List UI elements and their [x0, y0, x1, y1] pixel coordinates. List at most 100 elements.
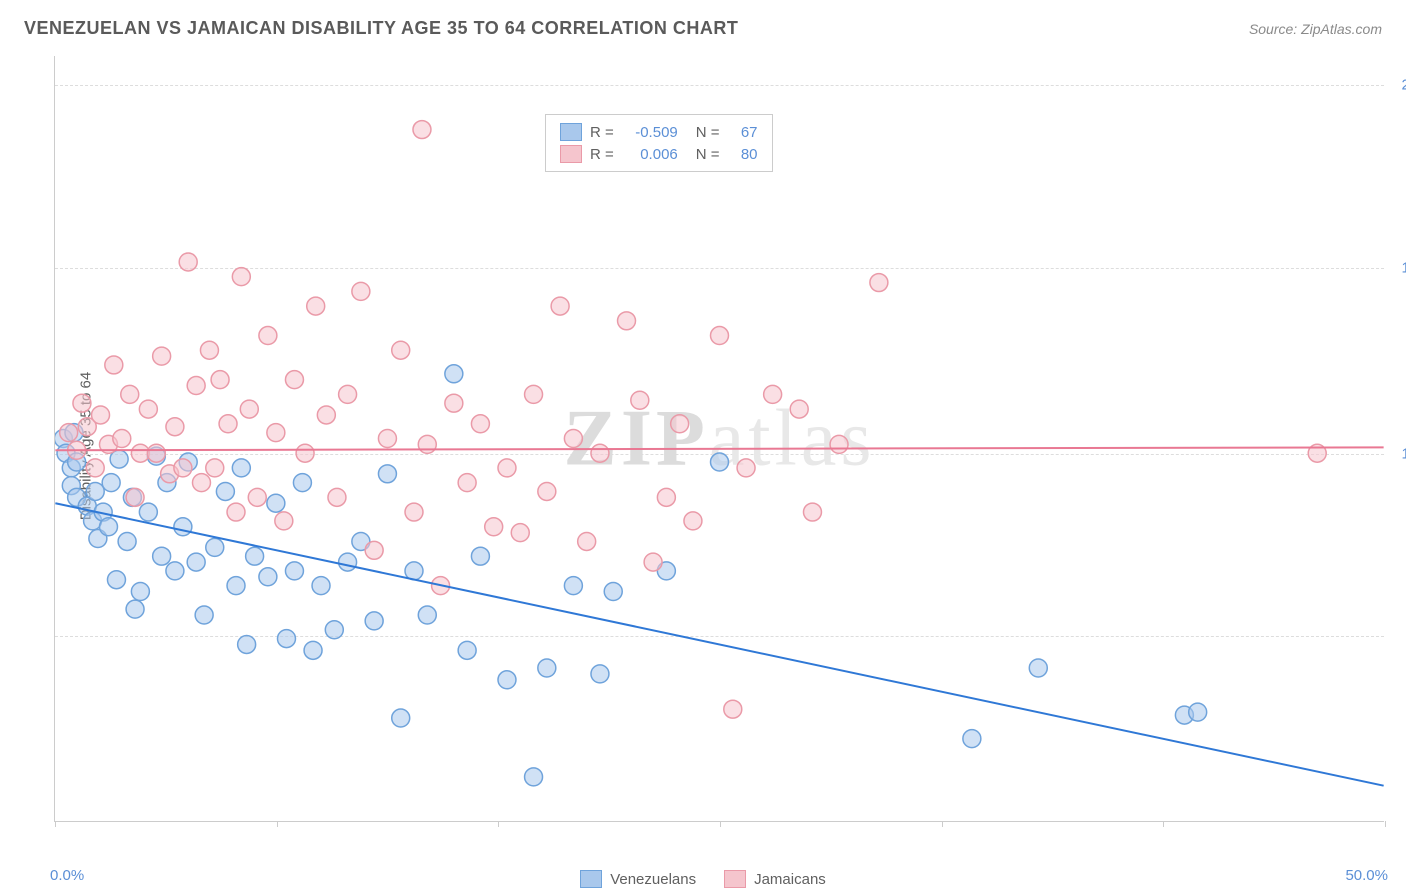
- scatter-point: [211, 371, 229, 389]
- scatter-point: [285, 371, 303, 389]
- legend-swatch: [560, 123, 582, 141]
- source-label: Source: ZipAtlas.com: [1249, 21, 1382, 37]
- scatter-point: [511, 524, 529, 542]
- x-tick: [720, 821, 721, 827]
- scatter-point: [471, 547, 489, 565]
- legend-n-label: N =: [696, 124, 720, 141]
- legend-row: R = -0.509 N = 67: [560, 121, 758, 143]
- scatter-point: [285, 562, 303, 580]
- scatter-point: [1189, 703, 1207, 721]
- scatter-point: [578, 532, 596, 550]
- scatter-point: [195, 606, 213, 624]
- legend-r-label: R =: [590, 146, 614, 163]
- scatter-point: [153, 547, 171, 565]
- legend-r-label: R =: [590, 124, 614, 141]
- scatter-point: [113, 430, 131, 448]
- scatter-point: [293, 474, 311, 492]
- scatter-point: [126, 600, 144, 618]
- scatter-point: [551, 297, 569, 315]
- scatter-point: [378, 430, 396, 448]
- scatter-point: [304, 641, 322, 659]
- scatter-point: [267, 494, 285, 512]
- x-tick: [277, 821, 278, 827]
- scatter-point: [86, 482, 104, 500]
- scatter-point: [107, 571, 125, 589]
- y-tick-label: 12.5%: [1389, 445, 1406, 462]
- scatter-point: [378, 465, 396, 483]
- scatter-point: [60, 424, 78, 442]
- scatter-point: [166, 562, 184, 580]
- legend-item: Venezuelans: [580, 870, 696, 888]
- x-tick: [942, 821, 943, 827]
- scatter-point: [325, 621, 343, 639]
- legend-label: Venezuelans: [610, 871, 696, 888]
- scatter-point: [711, 327, 729, 345]
- scatter-point: [803, 503, 821, 521]
- scatter-point: [216, 482, 234, 500]
- scatter-point: [296, 444, 314, 462]
- scatter-point: [187, 553, 205, 571]
- scatter-point: [153, 347, 171, 365]
- scatter-point: [471, 415, 489, 433]
- scatter-point: [790, 400, 808, 418]
- scatter-point: [126, 488, 144, 506]
- scatter-point: [139, 400, 157, 418]
- scatter-point: [604, 583, 622, 601]
- scatter-point: [166, 418, 184, 436]
- scatter-point: [219, 415, 237, 433]
- scatter-point: [174, 459, 192, 477]
- scatter-point: [591, 665, 609, 683]
- scatter-point: [631, 391, 649, 409]
- scatter-point: [392, 709, 410, 727]
- chart-title: VENEZUELAN VS JAMAICAN DISABILITY AGE 35…: [24, 18, 738, 39]
- x-tick: [498, 821, 499, 827]
- scatter-point: [711, 453, 729, 471]
- scatter-point: [73, 394, 91, 412]
- scatter-point: [227, 503, 245, 521]
- scatter-point: [179, 253, 197, 271]
- scatter-point: [830, 435, 848, 453]
- scatter-point: [538, 659, 556, 677]
- scatter-point: [102, 474, 120, 492]
- scatter-point: [267, 424, 285, 442]
- scatter-point: [339, 553, 357, 571]
- scatter-point: [445, 365, 463, 383]
- scatter-point: [413, 121, 431, 139]
- scatter-point: [352, 282, 370, 300]
- scatter-point: [206, 459, 224, 477]
- scatter-point: [591, 444, 609, 462]
- scatter-point: [86, 459, 104, 477]
- scatter-point: [671, 415, 689, 433]
- x-tick: [55, 821, 56, 827]
- correlation-legend: R =-0.509N =67R =0.006N =80: [545, 114, 773, 172]
- scatter-point: [498, 671, 516, 689]
- scatter-point: [418, 435, 436, 453]
- legend-swatch: [724, 870, 746, 888]
- scatter-point: [227, 577, 245, 595]
- scatter-point: [564, 430, 582, 448]
- scatter-point: [538, 482, 556, 500]
- scatter-point: [206, 538, 224, 556]
- scatter-point: [147, 444, 165, 462]
- scatter-point: [174, 518, 192, 536]
- scatter-point: [92, 406, 110, 424]
- scatter-point: [248, 488, 266, 506]
- scatter-point: [328, 488, 346, 506]
- scatter-point: [131, 583, 149, 601]
- scatter-point: [339, 385, 357, 403]
- scatter-point: [458, 474, 476, 492]
- scatter-point: [187, 377, 205, 395]
- scatter-point: [118, 532, 136, 550]
- scatter-point: [724, 700, 742, 718]
- scatter-point: [232, 459, 250, 477]
- legend-n-value: 67: [728, 124, 758, 141]
- legend-swatch: [580, 870, 602, 888]
- scatter-point: [259, 568, 277, 586]
- legend-r-value: -0.509: [622, 124, 678, 141]
- y-tick-label: 25.0%: [1389, 77, 1406, 94]
- scatter-point: [764, 385, 782, 403]
- scatter-point: [657, 488, 675, 506]
- scatter-point: [312, 577, 330, 595]
- scatter-point: [317, 406, 335, 424]
- scatter-point: [564, 577, 582, 595]
